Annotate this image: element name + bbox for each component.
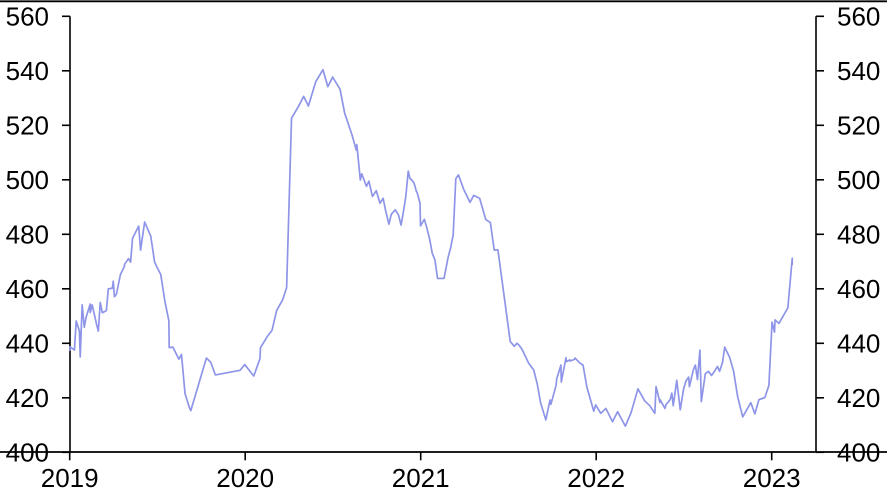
svg-text:420: 420 <box>837 383 880 413</box>
svg-text:500: 500 <box>837 165 880 195</box>
svg-text:520: 520 <box>837 111 880 141</box>
svg-text:460: 460 <box>6 274 49 304</box>
svg-text:2022: 2022 <box>567 463 625 493</box>
svg-text:480: 480 <box>6 220 49 250</box>
svg-text:440: 440 <box>837 329 880 359</box>
svg-text:2021: 2021 <box>392 463 450 493</box>
svg-text:540: 540 <box>6 56 49 86</box>
svg-text:560: 560 <box>6 2 49 32</box>
svg-text:2020: 2020 <box>216 463 274 493</box>
svg-text:420: 420 <box>6 383 49 413</box>
svg-text:2023: 2023 <box>743 463 801 493</box>
svg-text:500: 500 <box>6 165 49 195</box>
svg-text:540: 540 <box>837 56 880 86</box>
svg-text:2019: 2019 <box>41 463 99 493</box>
svg-text:480: 480 <box>837 220 880 250</box>
svg-text:400: 400 <box>837 438 880 468</box>
svg-text:520: 520 <box>6 111 49 141</box>
svg-text:440: 440 <box>6 329 49 359</box>
svg-text:460: 460 <box>837 274 880 304</box>
svg-text:560: 560 <box>837 2 880 32</box>
